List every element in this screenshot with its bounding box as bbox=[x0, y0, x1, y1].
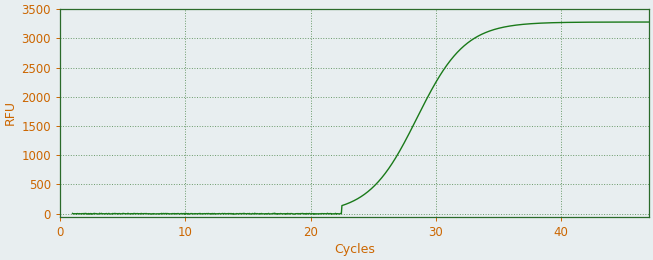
Y-axis label: RFU: RFU bbox=[4, 100, 17, 125]
X-axis label: Cycles: Cycles bbox=[334, 243, 375, 256]
